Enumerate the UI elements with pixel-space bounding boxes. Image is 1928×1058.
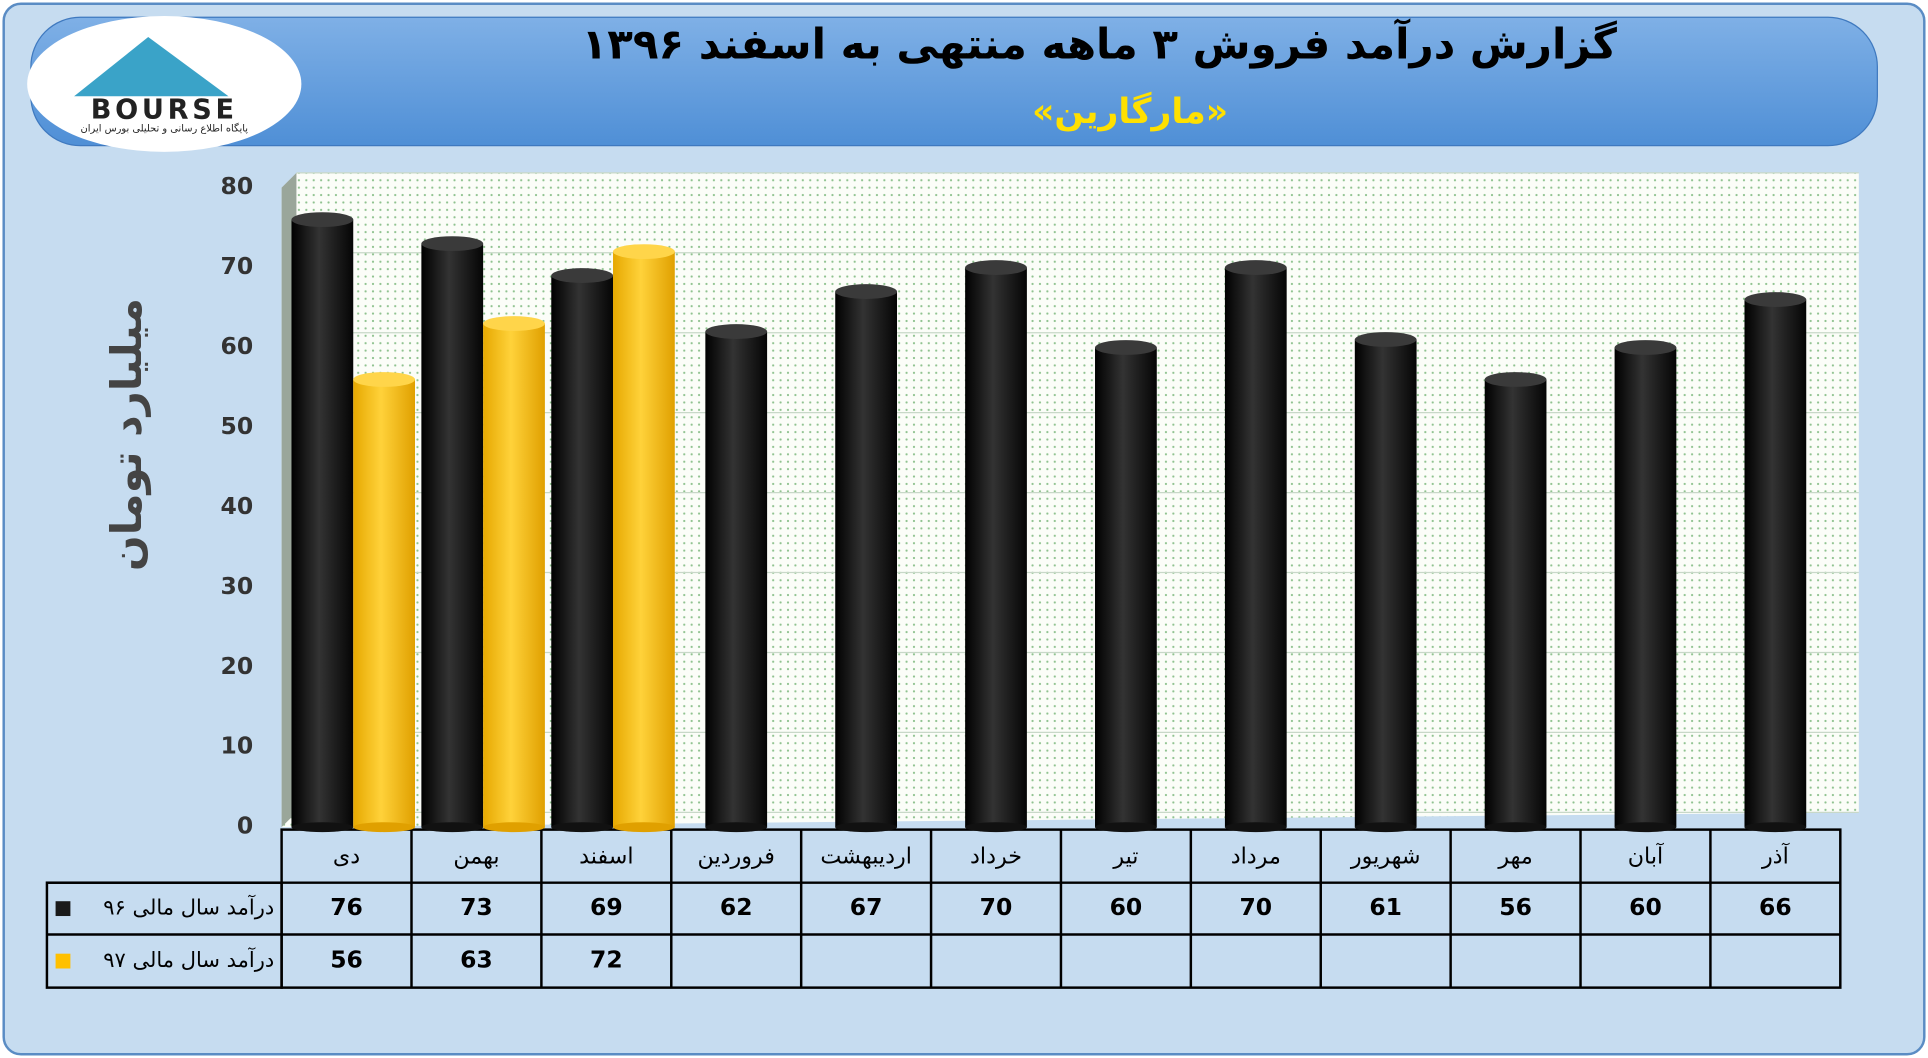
bar-base: [421, 822, 484, 833]
plot-area: [281, 172, 1859, 828]
y-tick-label: 10: [221, 732, 254, 760]
bar-base: [1744, 822, 1807, 833]
logo-shape: [74, 37, 229, 97]
y-tick-label: 0: [237, 812, 253, 840]
bar: [1614, 347, 1677, 828]
bar-top: [1354, 332, 1417, 347]
x-tick-label: تیر: [1112, 843, 1138, 869]
x-tick-label: اسفند: [579, 843, 633, 869]
bar: [551, 275, 614, 828]
bar-top: [613, 244, 675, 260]
y-tick-label: 40: [221, 492, 254, 520]
x-tick-label: شهریور: [1350, 843, 1421, 869]
bar-top: [965, 260, 1027, 275]
data-label: 70: [980, 893, 1013, 921]
data-label: 60: [1629, 893, 1662, 921]
legend-swatch: [55, 901, 71, 917]
bar-base: [1484, 822, 1547, 833]
bar-top: [421, 236, 484, 252]
bar: [705, 331, 768, 828]
y-tick-label: 70: [221, 252, 254, 280]
y-tick-label: 60: [221, 332, 254, 360]
chart-body: 0 10 20 30 40 50 60 70 80 درآمد سال مالی ۹۶ درآمد …: [45, 172, 1859, 989]
data-label: 67: [850, 893, 883, 921]
bar: [1224, 267, 1287, 828]
bar-base: [835, 822, 897, 833]
bar: [291, 219, 354, 828]
chart-subtitle: «مارگارین»: [1032, 91, 1228, 132]
x-tick-label: دی: [333, 843, 360, 869]
bar-top: [1095, 340, 1157, 355]
bar: [835, 291, 897, 828]
data-label: 63: [460, 946, 493, 974]
data-label: 73: [460, 893, 493, 921]
bar: [1354, 339, 1417, 828]
data-label: 70: [1239, 893, 1272, 921]
bar-base: [705, 822, 768, 833]
bar-top: [1484, 372, 1547, 387]
bar-base: [965, 822, 1027, 833]
bar-top: [483, 316, 545, 331]
data-label: 72: [590, 946, 623, 974]
bar: [1095, 347, 1157, 828]
data-label: 60: [1110, 893, 1143, 921]
bar-base: [1224, 822, 1287, 833]
data-label: 69: [590, 893, 623, 921]
legend-swatch: [55, 953, 71, 969]
logo-text: BOURSE: [91, 95, 238, 126]
chart-title: گزارش درآمد فروش ۳ ماهه منتهی به اسفند ۱…: [582, 18, 1618, 69]
bar: [483, 323, 545, 828]
bar: [421, 243, 484, 828]
bar-top: [705, 324, 768, 339]
bar-top: [1744, 292, 1807, 307]
x-tick-label: اردیبهشت: [820, 843, 912, 869]
bar-top: [353, 372, 415, 387]
x-tick-label: خرداد: [970, 843, 1022, 869]
bar-top: [551, 268, 614, 283]
y-axis-label: میلیارد تومان: [102, 298, 152, 571]
bar-top: [835, 284, 897, 299]
data-label: 61: [1369, 893, 1402, 921]
bar-base: [1354, 822, 1417, 833]
bar: [1484, 379, 1547, 828]
bar-base: [613, 822, 675, 833]
bar-base: [483, 822, 545, 833]
x-tick-label: آذر: [1761, 842, 1790, 869]
bar: [353, 379, 415, 828]
bar-base: [291, 822, 354, 833]
x-tick-label: آبان: [1628, 842, 1664, 869]
x-tick-label: مرداد: [1231, 843, 1281, 869]
bar-base: [1095, 822, 1157, 833]
logo-caption: پایگاه اطلاع رسانی و تحلیلی بورس ایران: [81, 122, 249, 134]
bar-base: [1614, 822, 1677, 833]
y-tick-label: 20: [221, 652, 254, 680]
y-tick-label: 50: [221, 412, 254, 440]
x-tick-label: فروردین: [698, 843, 775, 869]
data-label: 56: [1499, 893, 1532, 921]
x-tick-label: بهمن: [453, 843, 499, 869]
legend-label: درآمد سال مالی ۹۷: [103, 947, 274, 972]
data-label: 62: [720, 893, 753, 921]
bar: [965, 267, 1027, 828]
bar: [1744, 299, 1807, 828]
bar-top: [291, 212, 354, 228]
y-tick-label: 30: [221, 572, 254, 600]
data-label: 56: [330, 946, 363, 974]
bar-base: [353, 822, 415, 833]
data-label: 76: [330, 893, 363, 921]
bar-base: [551, 822, 614, 833]
legend-label: درآمد سال مالی ۹۶: [103, 895, 274, 920]
bar: [613, 251, 675, 828]
bar-top: [1224, 260, 1287, 275]
data-label: 66: [1759, 893, 1792, 921]
bar-top: [1614, 340, 1677, 355]
x-tick-label: مهر: [1497, 843, 1532, 869]
y-tick-label: 80: [221, 172, 254, 200]
